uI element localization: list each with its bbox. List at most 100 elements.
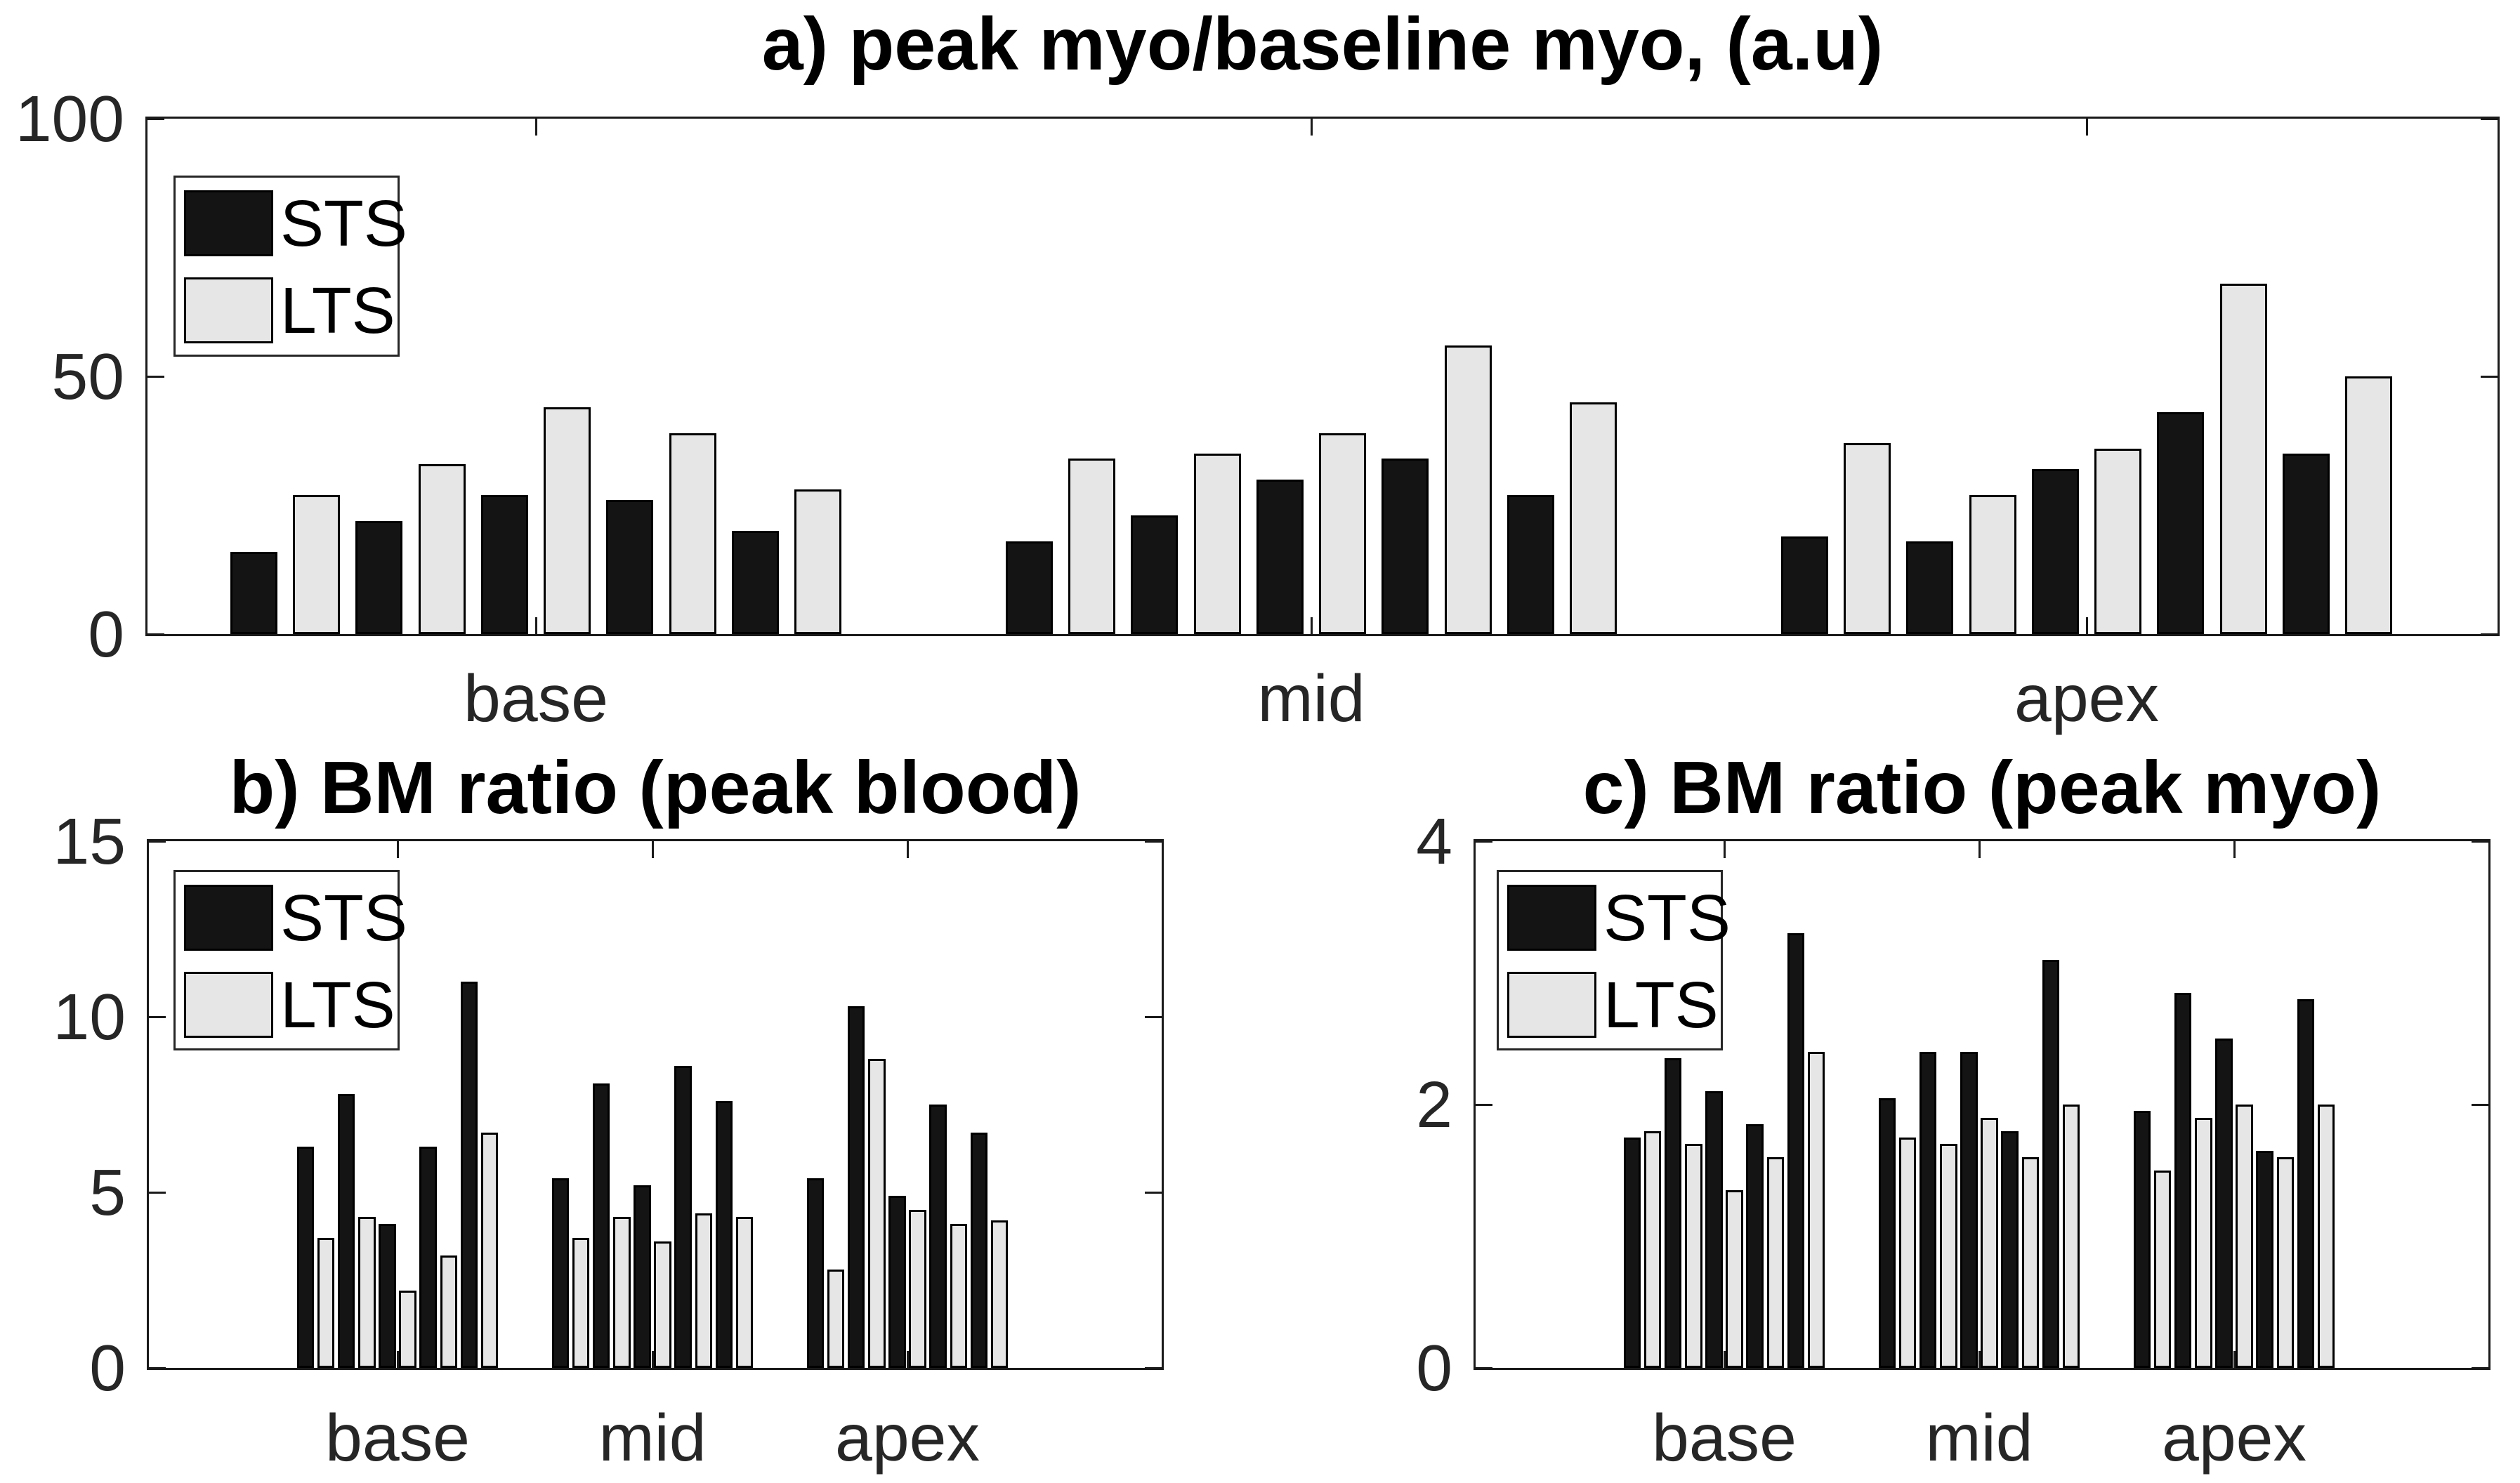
bar-sts-apex-3 <box>2031 469 2079 634</box>
bar-lts-mid-1 <box>572 1238 590 1368</box>
legend-label-sts: STS <box>1603 881 1731 954</box>
legend-label-lts: LTS <box>280 968 395 1041</box>
bar-sts-base-3 <box>379 1224 396 1368</box>
bar-sts-apex-1 <box>2133 1111 2151 1368</box>
y-tick-right-c-2 <box>2472 1103 2488 1106</box>
y-tick-right-c-4 <box>2472 840 2488 843</box>
bar-lts-mid-3 <box>1319 433 1367 634</box>
chart-title-c: c) BM ratio (peak myo) <box>1582 746 2382 829</box>
bar-lts-apex-1 <box>2153 1170 2172 1368</box>
legend-label-lts: LTS <box>280 274 395 347</box>
bar-sts-apex-5 <box>2283 454 2330 634</box>
y-tick-right-a-100 <box>2481 117 2498 120</box>
x-tick-bottom-c-base <box>1723 1351 1726 1368</box>
bar-lts-apex-5 <box>990 1220 1009 1368</box>
bar-sts-apex-3 <box>888 1196 906 1368</box>
y-tick-label-b-5: 5 <box>89 1156 126 1229</box>
x-category-label-b-mid: mid <box>598 1401 707 1475</box>
bar-lts-mid-2 <box>613 1217 631 1368</box>
x-category-label-c-base: base <box>1651 1401 1797 1475</box>
bar-lts-base-2 <box>1685 1144 1702 1368</box>
x-category-label-a-apex: apex <box>2014 661 2159 736</box>
bar-sts-apex-4 <box>2157 412 2205 634</box>
bar-sts-base-3 <box>1705 1091 1723 1368</box>
bar-sts-mid-2 <box>1919 1052 1937 1368</box>
y-tick-left-b-0 <box>149 1366 166 1369</box>
bar-lts-apex-3 <box>909 1210 926 1368</box>
bar-sts-mid-5 <box>1507 494 1555 634</box>
bar-sts-apex-2 <box>2174 992 2192 1368</box>
bar-lts-mid-3 <box>654 1241 671 1368</box>
y-tick-right-b-5 <box>1145 1191 1162 1194</box>
bar-lts-base-3 <box>1726 1189 1743 1368</box>
bar-sts-mid-1 <box>1005 541 1053 634</box>
x-tick-top-a-mid <box>1310 119 1313 136</box>
bar-lts-mid-5 <box>735 1217 754 1368</box>
bar-lts-base-3 <box>544 407 591 634</box>
bar-lts-apex-4 <box>2219 283 2267 634</box>
bar-lts-mid-2 <box>1193 454 1241 634</box>
bar-sts-apex-2 <box>1906 541 1954 634</box>
bar-lts-base-5 <box>1807 1052 1825 1368</box>
y-tick-label-b-0: 0 <box>89 1331 126 1404</box>
legend-c: STS LTS <box>1497 870 1731 1050</box>
y-tick-label-a-50: 50 <box>51 340 124 413</box>
legend-label-lts: LTS <box>1603 968 1719 1041</box>
y-tick-label-a-0: 0 <box>88 598 124 671</box>
bar-sts-apex-2 <box>848 1006 865 1368</box>
bar-sts-apex-1 <box>1780 536 1828 634</box>
bar-lts-apex-5 <box>2317 1105 2335 1368</box>
y-tick-left-b-15 <box>149 840 166 843</box>
y-tick-label-c-2: 2 <box>1416 1068 1452 1141</box>
chart-title-a: a) peak myo/baseline myo, (a.u) <box>761 3 1884 86</box>
bar-sts-apex-4 <box>929 1105 947 1368</box>
legend-swatch-sts <box>1507 885 1596 951</box>
bar-lts-apex-3 <box>2236 1105 2253 1368</box>
y-tick-right-b-0 <box>1145 1366 1162 1369</box>
bar-sts-base-3 <box>480 494 528 634</box>
x-tick-top-a-base <box>534 119 537 136</box>
bar-sts-mid-4 <box>674 1066 692 1368</box>
bar-sts-apex-5 <box>2297 999 2315 1368</box>
bar-lts-mid-1 <box>1068 459 1115 634</box>
bar-lts-base-3 <box>399 1291 416 1368</box>
x-category-label-c-apex: apex <box>2161 1401 2306 1475</box>
bar-lts-base-5 <box>480 1133 499 1368</box>
bar-sts-mid-1 <box>1878 1098 1896 1368</box>
bar-lts-mid-3 <box>1981 1117 1998 1368</box>
bar-sts-base-1 <box>1623 1137 1641 1368</box>
bar-lts-apex-4 <box>950 1224 967 1368</box>
bar-sts-mid-3 <box>1256 479 1304 634</box>
y-tick-right-c-0 <box>2472 1366 2488 1369</box>
x-tick-top-b-apex <box>906 841 909 858</box>
bar-lts-apex-3 <box>2094 448 2142 634</box>
bar-lts-mid-4 <box>2021 1157 2039 1368</box>
y-tick-right-b-10 <box>1145 1015 1162 1018</box>
y-tick-left-a-0 <box>147 633 164 635</box>
bar-lts-base-1 <box>317 1238 335 1368</box>
legend-label-sts: STS <box>280 881 407 954</box>
x-tick-bottom-c-apex <box>2233 1351 2236 1368</box>
x-tick-top-a-apex <box>2085 119 2088 136</box>
x-tick-bottom-a-mid <box>1310 617 1313 634</box>
y-tick-right-a-50 <box>2481 375 2498 378</box>
bar-sts-base-4 <box>606 500 654 634</box>
bar-lts-base-1 <box>292 494 340 634</box>
legend-swatch-sts <box>184 885 273 951</box>
bar-sts-base-2 <box>355 520 403 634</box>
x-category-label-b-apex: apex <box>834 1401 980 1475</box>
bar-lts-apex-1 <box>1843 443 1891 634</box>
y-tick-right-a-0 <box>2481 633 2498 635</box>
bar-sts-base-2 <box>1665 1058 1682 1368</box>
bar-sts-mid-2 <box>593 1083 610 1368</box>
bar-lts-apex-1 <box>827 1270 845 1368</box>
bar-sts-base-5 <box>1787 933 1805 1368</box>
y-tick-label-c-4: 4 <box>1416 805 1452 878</box>
x-category-label-b-base: base <box>324 1401 470 1475</box>
bar-lts-base-5 <box>794 489 842 634</box>
bar-sts-mid-2 <box>1131 515 1179 634</box>
bar-lts-mid-4 <box>1444 345 1492 634</box>
y-tick-right-b-15 <box>1145 840 1162 843</box>
bar-lts-mid-2 <box>1940 1144 1957 1368</box>
